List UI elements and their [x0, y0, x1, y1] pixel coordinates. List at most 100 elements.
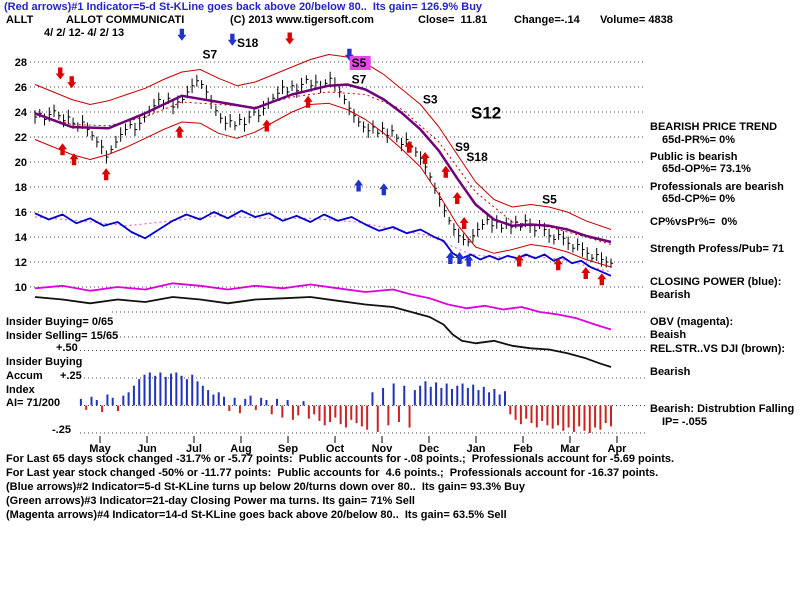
up-arrow-signal — [514, 254, 524, 267]
sell-signal-label: S18 — [237, 36, 259, 50]
up-arrow-signal — [459, 217, 469, 229]
accum-scale-plus25: +.25 — [60, 370, 82, 382]
accum-title-line1: Insider Buying — [6, 356, 83, 368]
copyright-text: (C) 2013 www.tigersoft.com — [230, 14, 374, 26]
down-arrow-signal — [177, 28, 187, 41]
insider-selling-label: Insider Selling= 15/65 — [6, 330, 119, 342]
price-bars — [34, 71, 614, 269]
month-label: May — [89, 443, 111, 455]
up-arrow-signal — [303, 95, 313, 108]
closing-power-status: Bearish — [650, 289, 691, 301]
rel-str-title: REL.STR..VS DJI (brown): — [650, 343, 786, 355]
indicator4-legend-line: (Magenta arrows)#4 Indicator=14-d St-KLi… — [6, 509, 507, 521]
month-label: Nov — [372, 443, 394, 455]
closing-power-title: CLOSING POWER (blue): — [650, 276, 782, 288]
up-arrow-signal — [597, 273, 607, 286]
sell-signal-label: S5 — [542, 192, 557, 206]
quote-volume: Volume= 4838 — [600, 14, 673, 26]
blue-up-arrows — [354, 179, 474, 267]
month-label: Jun — [137, 443, 157, 455]
month-label: Aug — [230, 443, 251, 455]
up-arrow-signal — [581, 267, 591, 279]
up-arrow-signal — [175, 125, 185, 138]
obv-status: Beaish — [650, 329, 687, 341]
down-arrow-signal — [55, 67, 65, 80]
y-axis-label: 16 — [15, 207, 27, 219]
up-arrow-signal — [58, 143, 68, 156]
month-label: Mar — [560, 443, 580, 455]
closing-power-line — [34, 209, 612, 277]
up-arrow-signal — [101, 168, 111, 181]
obv-line — [34, 282, 612, 331]
public-status: Public is bearish — [650, 151, 738, 163]
company-name: ALLOT COMMUNICATI — [66, 14, 185, 26]
sell-signal-label: S18 — [466, 150, 488, 164]
y-axis-label: 18 — [15, 182, 27, 194]
y-axis-label: 28 — [15, 57, 27, 69]
accum-title-line3: Index — [6, 384, 35, 396]
indicator2-legend-line: (Blue arrows)#2 Indicator=5-d St-KLine t… — [6, 481, 525, 493]
cp-percent: 65d-CP%= 0% — [662, 193, 736, 205]
up-arrow-signal — [455, 252, 465, 264]
accum-scale-plus50: +.50 — [56, 342, 78, 354]
lower-band-line — [34, 102, 612, 268]
y-axis-label: 12 — [15, 257, 27, 269]
month-label: Dec — [419, 443, 439, 455]
y-axis-label: 26 — [15, 82, 27, 94]
sell-signal-label: S9 — [455, 140, 470, 154]
up-arrow-signal — [262, 119, 272, 132]
sell-signal-label: S12 — [471, 103, 501, 122]
rel-str-line — [34, 296, 612, 368]
month-label: Jan — [467, 443, 486, 455]
quote-change: Change=-.14 — [514, 14, 580, 26]
month-label: Apr — [608, 443, 628, 455]
up-arrow-signal — [445, 252, 455, 264]
highlight-box — [349, 56, 371, 70]
down-arrow-signal — [67, 76, 77, 89]
up-arrow-signal — [69, 153, 79, 166]
ticker-symbol: ALLT — [6, 14, 34, 26]
distribution-status: Bearish: Distrubtion Falling — [650, 403, 795, 415]
indicator3-legend-line: (Green arrows)#3 Indicator=21-day Closin… — [6, 495, 415, 507]
y-axis-label: 10 — [15, 282, 27, 294]
month-label: Sep — [278, 443, 298, 455]
quote-close: Close= 11.81 — [418, 14, 488, 26]
sell-signal-label: S7 — [352, 72, 367, 86]
indicator1-legend-line: (Red arrows)#1 Indicator=5-d St-KLine go… — [4, 1, 483, 13]
price-axis-labels: 28 26 24 22 20 18 16 14 12 10 — [15, 57, 28, 294]
price-gridlines — [30, 61, 646, 338]
up-arrow-signal — [441, 165, 451, 178]
red-down-arrows — [55, 32, 295, 89]
slow-ma-dotted-line — [34, 91, 612, 245]
up-arrow-signal — [379, 183, 389, 196]
up-arrow-signal — [404, 140, 414, 153]
up-arrow-signal — [452, 192, 462, 204]
month-label: Jul — [186, 443, 202, 455]
up-arrow-signal — [420, 152, 430, 164]
upper-band-line — [34, 54, 612, 230]
sell-signal-label: S5 — [352, 56, 367, 70]
footer-65day-summary: For Last 65 days stock changed -31.7% or… — [6, 453, 675, 465]
pr-percent: 65d-PR%= 0% — [662, 134, 736, 146]
strength-ratio: Strength Profess/Pub= 71 — [650, 243, 785, 255]
y-axis-label: 20 — [15, 157, 27, 169]
obv-title: OBV (magenta): — [650, 316, 734, 328]
rel-str-status: Bearish — [650, 366, 691, 378]
up-arrow-signal — [553, 258, 563, 271]
cp-ma-dotted-line — [34, 215, 612, 273]
price-trend-status: BEARISH PRICE TREND — [650, 121, 778, 133]
down-arrow-signal — [285, 32, 295, 45]
accum-scale-minus25: -.25 — [52, 424, 71, 436]
month-axis: May Jun Jul Aug Sep Oct Nov Dec Jan Feb Mar Apr — [89, 436, 627, 455]
accum-title-line2: Accum — [6, 370, 43, 382]
purple-ma-line — [34, 83, 612, 244]
up-arrow-signal — [464, 254, 474, 267]
y-axis-label: 14 — [15, 232, 28, 244]
month-label: Feb — [513, 443, 533, 455]
sell-signal-label: S7 — [203, 47, 218, 61]
op-percent: 65d-OP%= 73.1% — [662, 163, 751, 175]
date-range: 4/ 2/ 12- 4/ 2/ 13 — [44, 27, 125, 39]
down-arrow-signal — [227, 33, 237, 46]
